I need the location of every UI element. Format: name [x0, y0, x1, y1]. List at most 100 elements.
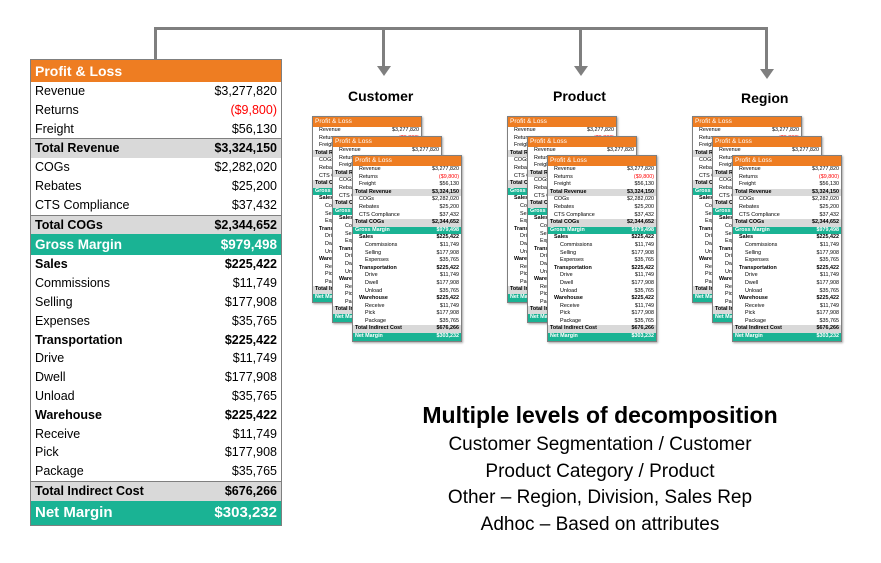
mini-row-value: $11,749	[439, 241, 459, 248]
mini-table-row: COGs $2,282,020	[548, 196, 656, 204]
mini-row-label: COGs	[339, 177, 354, 184]
mini-table-row: Package $35,765	[353, 318, 461, 326]
mini-row-label: Dwell	[560, 279, 574, 286]
row-value: $11,749	[232, 276, 277, 291]
mini-row-label: Freight	[359, 181, 376, 188]
mini-row-value: $676,266	[631, 325, 654, 332]
mini-row-value: $177,908	[816, 310, 839, 317]
table-row: Freight $56,130	[31, 120, 281, 139]
mini-table-row: Revenue $3,277,820	[713, 147, 821, 155]
table-row: Selling $177,908	[31, 293, 281, 312]
row-label: Total Indirect Cost	[35, 483, 144, 498]
mini-row-label: Total COGs	[335, 200, 365, 207]
mini-row-value: $177,908	[631, 310, 654, 317]
caption-line: Other – Region, Division, Sales Rep	[447, 487, 753, 508]
mini-row-value: $979,498	[631, 226, 654, 233]
table-row: Warehouse $225,422	[31, 406, 281, 425]
mini-row-label: Net Margin	[715, 314, 743, 321]
mini-row-value: $35,765	[634, 287, 655, 294]
mini-row-label: Sales	[719, 215, 734, 222]
mini-table-row: Transportation $225,422	[733, 265, 841, 273]
mini-row-label: Sales	[514, 195, 529, 202]
mini-row-label: Freight	[534, 162, 551, 169]
mini-table-header: Profit & Loss	[548, 156, 656, 166]
mini-table-row: Unload $35,765	[733, 288, 841, 296]
mini-row-value: $37,432	[819, 211, 840, 218]
table-row: Net Margin $303,232	[31, 500, 281, 525]
mini-row-label: Freight	[699, 142, 716, 149]
mini-row-label: Gross Margin	[550, 226, 585, 233]
mini-row-label: Net Margin	[530, 314, 558, 321]
mini-table-row: Package $35,765	[733, 318, 841, 326]
mini-table-row: Revenue $3,277,820	[353, 166, 461, 174]
mini-row-label: Rebates	[319, 164, 340, 171]
mini-row-value: $2,282,020	[812, 196, 839, 203]
mini-row-label: Net Margin	[735, 333, 763, 340]
mini-row-label: Revenue	[719, 147, 741, 153]
row-label: Rebates	[35, 178, 82, 193]
mini-row-label: Sales	[359, 234, 374, 241]
mini-row-label: Unload	[745, 287, 763, 294]
row-label: Freight	[35, 121, 74, 136]
mini-row-label: Pick	[705, 271, 716, 278]
mini-row-label: Freight	[339, 162, 356, 169]
mini-row-label: Returns	[534, 154, 553, 161]
mini-row-label: Commissions	[365, 241, 398, 248]
caption-line: Adhoc – Based on attributes	[480, 513, 720, 535]
mini-table-row: Revenue $3,277,820	[693, 127, 801, 135]
mini-row-label: Rebates	[514, 164, 535, 171]
mini-table-row: Gross Margin $979,498	[733, 226, 841, 235]
mini-table-row: Drive $11,749	[548, 272, 656, 280]
mini-row-label: COGs	[359, 196, 374, 203]
mini-row-label: Total Revenue	[355, 188, 392, 195]
mini-table-row: Drive $11,749	[733, 272, 841, 280]
mini-table-row: Returns ($9,800)	[548, 174, 656, 182]
mini-row-value: $25,200	[634, 203, 655, 210]
mini-row-label: Drive	[345, 253, 358, 261]
mini-row-label: Revenue	[554, 166, 576, 172]
mini-row-value: $3,277,820	[432, 166, 459, 172]
mini-row-value: $25,200	[439, 203, 460, 210]
mini-row-label: Rebates	[554, 203, 575, 210]
mini-row-label: Warehouse	[359, 295, 388, 302]
mini-table-row: CTS Compliance $37,432	[733, 212, 841, 220]
mini-row-label: COGs	[719, 177, 734, 184]
mini-table-row: Total Indirect Cost $676,266	[353, 325, 461, 334]
row-label: CTS Compliance	[35, 197, 130, 212]
mini-row-label: Rebates	[534, 184, 555, 191]
mini-row-label: Unload	[560, 287, 578, 294]
mini-row-label: Total COGs	[510, 180, 540, 187]
row-label: COGs	[35, 160, 70, 175]
row-value: $3,277,820	[214, 84, 277, 98]
mini-row-value: $3,277,820	[587, 127, 614, 133]
mini-row-label: Freight	[514, 142, 531, 149]
mini-row-label: COGs	[739, 196, 754, 203]
mini-table-header: Profit & Loss	[733, 156, 841, 166]
mini-row-label: Drive	[745, 272, 758, 279]
mini-table-row: Total Indirect Cost $676,266	[548, 325, 656, 334]
mini-table-row: Dwell $177,908	[733, 280, 841, 288]
mini-row-label: Dwell	[705, 241, 718, 249]
mini-row-label: Selling	[560, 249, 577, 256]
mini-row-label: Commissions	[560, 241, 593, 248]
mini-row-label: COGs	[534, 177, 549, 184]
mini-row-label: Pick	[520, 271, 531, 278]
table-row: Sales $225,422	[31, 255, 281, 274]
mini-row-label: Freight	[554, 181, 571, 188]
mini-row-label: Pick	[725, 291, 736, 298]
mini-row-label: Returns	[554, 173, 573, 180]
mini-row-value: $2,282,020	[432, 196, 459, 203]
row-value: $177,908	[224, 294, 277, 309]
mini-table-row: Unload $35,765	[353, 288, 461, 296]
mini-table-row: Total COGs $2,344,652	[548, 219, 656, 227]
table-row: COGs $2,282,020	[31, 158, 281, 177]
row-label: Transportation	[35, 332, 123, 347]
row-value: $3,324,150	[214, 141, 277, 156]
table-row: Transportation $225,422	[31, 331, 281, 350]
mini-table-header: Profit & Loss	[693, 117, 801, 127]
mini-table-row: Gross Margin $979,498	[548, 226, 656, 235]
mini-row-label: Total COGs	[355, 219, 385, 226]
mini-row-value: $35,765	[819, 317, 840, 324]
mini-table-row: Revenue $3,277,820	[733, 166, 841, 174]
mini-row-label: Gross Margin	[735, 226, 770, 233]
